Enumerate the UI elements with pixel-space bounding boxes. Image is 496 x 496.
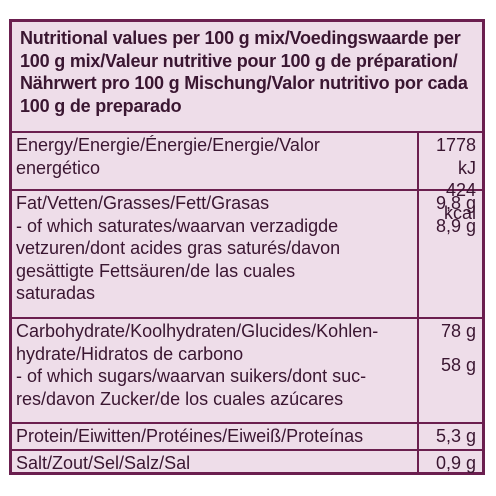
- row-fat: Fat/Vetten/Grasses/Fett/Grasas - of whic…: [12, 191, 482, 319]
- energy-kj: 1778 kJ: [435, 135, 476, 178]
- energy-label-line-1: Energy/Energie/Énergie/Energie/Valor: [16, 135, 320, 155]
- row-energy: Energy/Energie/Énergie/Energie/Valor ene…: [12, 133, 482, 223]
- header-line-1: Nutritional values per 100 g mix/Voeding…: [20, 28, 461, 48]
- energy-kcal: 424 kcal: [443, 180, 476, 223]
- sugars-value: 58 g: [440, 354, 476, 375]
- fat-label-line-1: Fat/Vetten/Grasses/Fett/Grasas: [16, 193, 270, 213]
- energy-label-line-2: energético: [16, 157, 101, 178]
- table-header: Nutritional values per 100 g mix/Voeding…: [12, 22, 482, 133]
- nutrition-table: Nutritional values per 100 g mix/Voeding…: [9, 19, 485, 475]
- salt-label: Salt/Zout/Sel/Salz/Sal: [12, 451, 419, 475]
- carbohydrate-label-line-1: Carbohydrate/Koolhydraten/Glucides/Kohle…: [16, 321, 379, 341]
- carbohydrate-values: 78 g 58 g: [419, 319, 482, 422]
- saturates-label-line-2: vetzuren/dont acides gras saturés/davon: [16, 238, 341, 258]
- sugars-label-line-1: - of which sugars/waarvan suikers/dont s…: [16, 366, 367, 386]
- header-line-3: Nährwert pro 100 g Mischung/Valor nutrit…: [20, 73, 468, 93]
- protein-label: Protein/Eiwitten/Protéines/Eiweiß/Proteí…: [12, 424, 419, 449]
- saturates-label-line-4: saturadas: [16, 283, 96, 303]
- saturates-label-line-3: gesättigte Fettsäuren/de las cuales: [16, 260, 296, 281]
- row-salt: Salt/Zout/Sel/Salz/Sal 0,9 g: [12, 451, 482, 475]
- salt-value: 0,9 g: [435, 453, 476, 473]
- fat-values: 9,8 g 8,9 g: [419, 191, 482, 317]
- carbohydrate-label-line-2: hydrate/Hidratos de carbono: [16, 343, 244, 364]
- fat-label: Fat/Vetten/Grasses/Fett/Grasas - of whic…: [12, 191, 419, 317]
- saturates-value: 8,9 g: [435, 215, 476, 236]
- fat-value: 9,8 g: [435, 193, 476, 213]
- row-carbohydrate: Carbohydrate/Koolhydraten/Glucides/Kohle…: [12, 319, 482, 424]
- row-protein: Protein/Eiwitten/Protéines/Eiweiß/Proteí…: [12, 424, 482, 451]
- energy-label: Energy/Energie/Énergie/Energie/Valor ene…: [12, 133, 419, 189]
- sugars-label-line-2: res/davon Zucker/de los cuales azúcares: [16, 388, 344, 409]
- protein-value: 5,3 g: [435, 426, 476, 446]
- header-line-2: 100 g mix/Valeur nutritive pour 100 g de…: [20, 50, 458, 71]
- carbohydrate-label: Carbohydrate/Koolhydraten/Glucides/Kohle…: [12, 319, 419, 422]
- saturates-label-line-1: - of which saturates/waarvan verzadigde: [16, 215, 339, 236]
- value-spacer: [419, 343, 476, 354]
- energy-value: 1778 kJ 424 kcal: [419, 133, 482, 223]
- header-line-4: 100 g de preparado: [20, 95, 182, 116]
- carbohydrate-value: 78 g: [440, 321, 476, 341]
